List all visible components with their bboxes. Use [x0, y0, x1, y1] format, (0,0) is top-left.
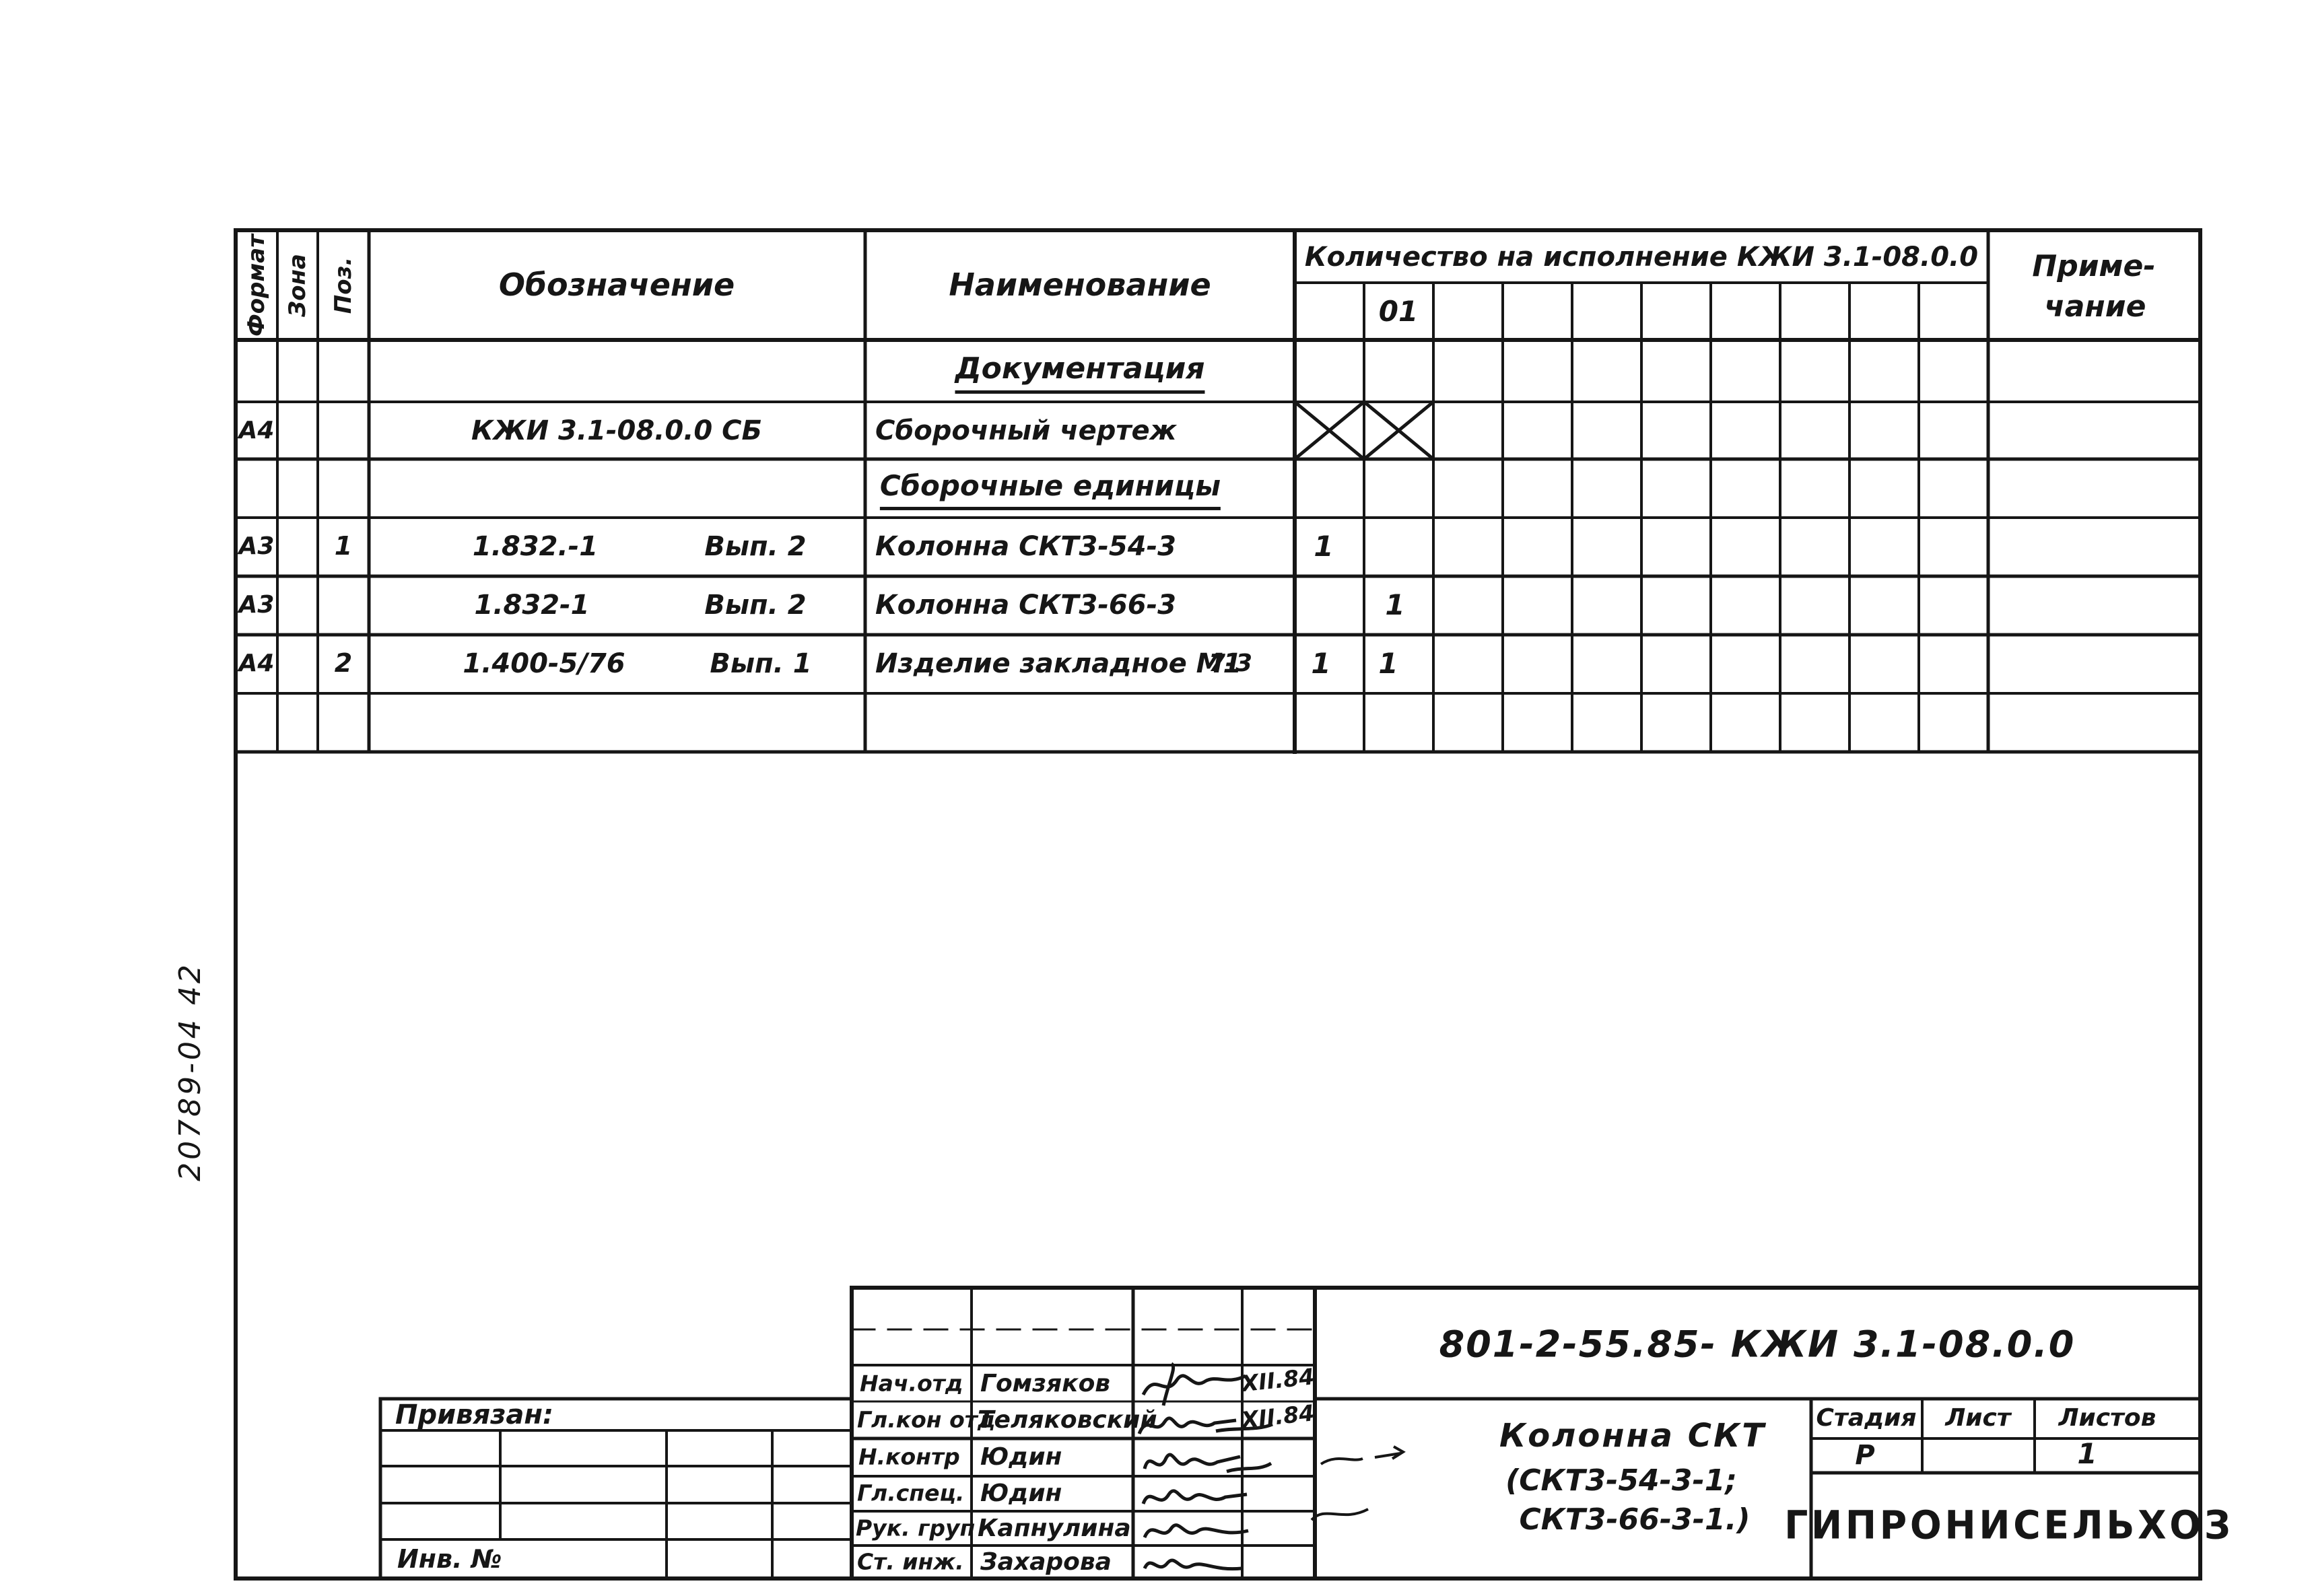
- sig-row2-name: Теляковский: [978, 1406, 1157, 1434]
- col-header-zone: Зона: [284, 254, 312, 317]
- row4-format: А3: [238, 532, 275, 561]
- row4-designation: 1.832.-1: [472, 531, 599, 562]
- crossed-out-cells: [1292, 399, 1436, 462]
- inventory-number-label: Инв. №: [397, 1544, 502, 1574]
- product-name-line2: (СКТ3-54-3-1;: [1505, 1463, 1737, 1498]
- signature-scribble: [1141, 1362, 1247, 1406]
- handwritten-mark: [1320, 1445, 1406, 1465]
- sig-row1-name: Гомзяков: [980, 1370, 1111, 1398]
- section-title-text: Сборочные единицы: [879, 469, 1221, 510]
- col-header-name: Наименование: [949, 266, 1211, 303]
- stage-value: Р: [1855, 1440, 1875, 1471]
- sig-row5-name: Капнулина: [978, 1515, 1131, 1543]
- row4-qty-col1: 1: [1314, 529, 1334, 563]
- sig-row5-role: Рук. груп: [856, 1515, 976, 1541]
- col-header-quantity: Количество на исполнение КЖИ 3.1-08.0.0: [1304, 242, 1979, 273]
- col-header-pos: Поз.: [330, 256, 358, 314]
- row6-qty-col2: 1: [1378, 646, 1398, 680]
- row5-issue: Вып. 2: [704, 590, 807, 621]
- row2-format: А4: [238, 417, 275, 445]
- sig-row2-role: Гл.кон отд: [857, 1406, 996, 1433]
- handwritten-mark: [1310, 1508, 1369, 1521]
- privyazan-label: Привязан:: [395, 1399, 553, 1430]
- row6-pos: 2: [334, 648, 353, 679]
- sig-row6-name: Захарова: [980, 1548, 1112, 1576]
- row6-designation: 1.400-5/76: [463, 648, 625, 679]
- sig-row3-name: Юдин: [980, 1443, 1062, 1471]
- sheets-value: 1: [2077, 1436, 2097, 1470]
- sig-row4-role: Гл.спец.: [857, 1480, 965, 1506]
- col-header-note-line2: чание: [2044, 289, 2146, 324]
- row5-format: А3: [238, 591, 275, 619]
- sig-row4-name: Юдин: [980, 1480, 1062, 1508]
- sheets-column-label: Листов: [2058, 1404, 2156, 1432]
- product-name-line3: СКТ3-66-3-1.): [1519, 1502, 1751, 1537]
- signature-scribble: [1141, 1489, 1248, 1504]
- row6-issue: Вып. 1: [710, 648, 812, 679]
- row5-name: Колонна СКТ3-66-3: [875, 590, 1177, 621]
- sig-row6-role: Ст. инж.: [857, 1548, 964, 1575]
- document-number: 801-2-55.85- КЖИ 3.1-08.0.0: [1439, 1323, 2076, 1366]
- row6-name-suffix: 7-3: [1209, 650, 1253, 678]
- col-header-format: Формат: [243, 234, 271, 337]
- section-title-text: Документация: [955, 351, 1205, 394]
- stage-column-label: Стадия: [1816, 1404, 1917, 1432]
- row5-qty-col2: 1: [1385, 588, 1405, 621]
- col-header-designation: Обозначение: [498, 266, 735, 303]
- row2-name: Сборочный чертеж: [875, 415, 1177, 446]
- row6-name: Изделие закладное М1: [875, 648, 1242, 679]
- signature-scribble: [1143, 1558, 1242, 1571]
- signature-scribble: [1143, 1523, 1249, 1539]
- col-header-quantity-sub-01: 01: [1378, 294, 1419, 328]
- row4-name: Колонна СКТ3-54-3: [875, 531, 1177, 562]
- margin-inventory-number: 20789-04 42: [172, 962, 207, 1181]
- col-header-note-line1: Приме-: [2032, 248, 2156, 283]
- row2-designation: КЖИ 3.1-08.0.0 СБ: [471, 415, 763, 446]
- product-name-line1: Колонна СКТ: [1499, 1416, 1766, 1455]
- signature-scribble: [1137, 1416, 1273, 1435]
- organization-name: ГИПРОНИСЕЛЬХОЗ: [1784, 1502, 2234, 1548]
- row6-qty-col1: 1: [1311, 646, 1331, 680]
- row4-issue: Вып. 2: [704, 531, 807, 562]
- sig-row3-role: Н.контр: [858, 1443, 960, 1470]
- row6-format: А4: [238, 650, 275, 678]
- sheet-column-label: Лист: [1945, 1404, 2011, 1432]
- sig-row1-role: Нач.отд: [860, 1370, 963, 1397]
- signature-scribble: [1143, 1453, 1272, 1473]
- row5-designation: 1.832-1: [474, 590, 590, 621]
- row4-pos: 1: [334, 531, 353, 561]
- section-title-assembly-units: Сборочные единицы: [879, 469, 1221, 510]
- section-title-documentation: Документация: [955, 351, 1205, 394]
